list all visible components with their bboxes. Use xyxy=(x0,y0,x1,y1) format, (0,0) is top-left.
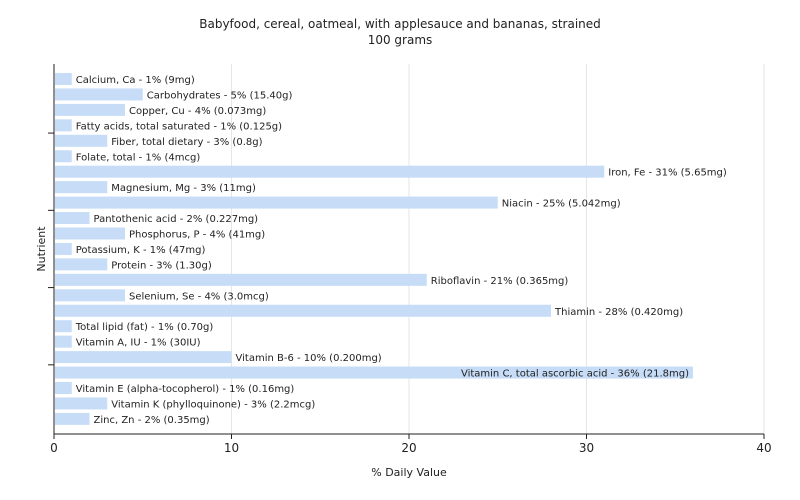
bar-label: Copper, Cu - 4% (0.073mg) xyxy=(129,106,266,117)
bar-label: Pantothenic acid - 2% (0.227mg) xyxy=(94,214,259,225)
bar xyxy=(55,351,232,364)
bar-label: Calcium, Ca - 1% (9mg) xyxy=(76,75,195,86)
x-tick-label: 40 xyxy=(756,441,771,455)
bar xyxy=(55,150,72,163)
bar xyxy=(55,212,90,225)
bar-label: Niacin - 25% (5.042mg) xyxy=(502,199,621,210)
bar-label: Vitamin A, IU - 1% (30IU) xyxy=(76,338,201,349)
bar-label: Riboflavin - 21% (0.365mg) xyxy=(431,276,569,287)
bar xyxy=(55,134,108,147)
bar-label: Vitamin K (phylloquinone) - 3% (2.2mcg) xyxy=(111,399,315,410)
bar xyxy=(55,366,693,379)
bar xyxy=(55,382,72,394)
bar xyxy=(55,227,125,240)
y-axis-ticks xyxy=(48,132,54,366)
bar xyxy=(55,181,108,194)
bar-label: Iron, Fe - 31% (5.65mg) xyxy=(608,168,727,179)
bar-label: Fiber, total dietary - 3% (0.8g) xyxy=(111,137,262,148)
bar-label: Fatty acids, total saturated - 1% (0.125… xyxy=(76,121,282,132)
y-axis-label: Nutrient xyxy=(35,226,48,272)
bar xyxy=(55,289,125,302)
bar xyxy=(55,273,427,286)
bar xyxy=(55,196,498,209)
bar xyxy=(55,73,72,85)
bar-label: Magnesium, Mg - 3% (11mg) xyxy=(111,183,256,194)
bar-label: Vitamin E (alpha-tocopherol) - 1% (0.16m… xyxy=(76,384,295,395)
bar-label: Carbohydrates - 5% (15.40g) xyxy=(147,90,293,101)
bar-label: Vitamin B-6 - 10% (0.200mg) xyxy=(236,353,382,364)
bar-label: Total lipid (fat) - 1% (0.70g) xyxy=(75,322,214,333)
bar xyxy=(55,304,551,317)
bar-label: Thiamin - 28% (0.420mg) xyxy=(554,307,683,318)
x-tick-label: 20 xyxy=(401,441,416,455)
x-axis-label: % Daily Value xyxy=(371,466,447,479)
bar-label: Vitamin C, total ascorbic acid - 36% (21… xyxy=(461,369,689,380)
bar-label: Zinc, Zn - 2% (0.35mg) xyxy=(94,415,210,426)
bar-label: Selenium, Se - 4% (3.0mcg) xyxy=(129,291,269,302)
bar xyxy=(55,397,108,410)
x-tick-label: 30 xyxy=(579,441,594,455)
chart-subtitle: 100 grams xyxy=(368,33,433,47)
bar xyxy=(55,103,125,116)
bar xyxy=(55,335,72,348)
x-axis-ticks: 0 10 20 30 40 xyxy=(50,434,772,455)
bar-label: Phosphorus, P - 4% (41mg) xyxy=(129,230,265,241)
bar xyxy=(55,165,605,178)
bar xyxy=(55,88,143,101)
bar-label: Potassium, K - 1% (47mg) xyxy=(76,245,206,256)
x-tick-label: 10 xyxy=(224,441,239,455)
bar xyxy=(55,242,72,255)
bar xyxy=(55,258,108,271)
bar xyxy=(55,412,90,425)
x-tick-label: 0 xyxy=(50,441,58,455)
bars: Calcium, Ca - 1% (9mg) Carbohydrates - 5%… xyxy=(55,73,727,426)
bar-label: Protein - 3% (1.30g) xyxy=(111,260,212,271)
bar xyxy=(55,320,72,333)
chart-title: Babyfood, cereal, oatmeal, with applesau… xyxy=(199,17,601,31)
bar xyxy=(55,119,72,132)
bar-label: Folate, total - 1% (4mcg) xyxy=(76,152,201,163)
